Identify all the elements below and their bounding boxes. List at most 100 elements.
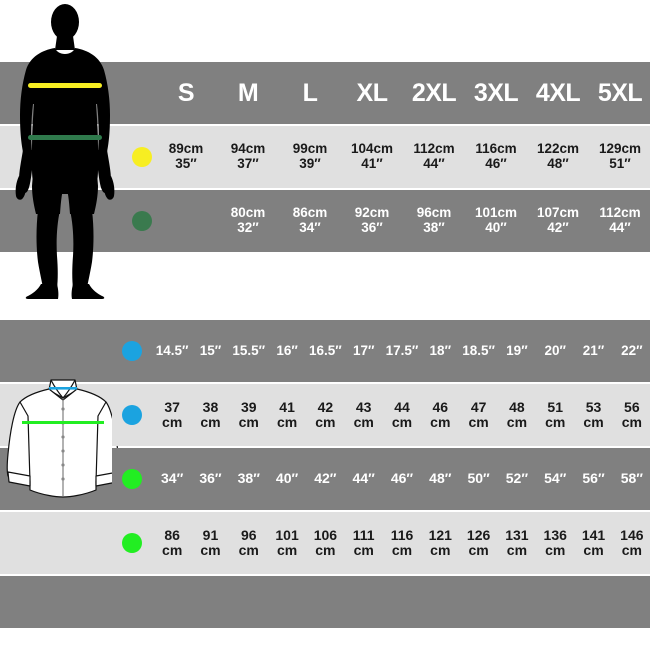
measurement-cell: 36″: [192, 448, 229, 510]
measurement-cell: 54″: [537, 448, 574, 510]
measurement-inch: 44″: [609, 220, 631, 235]
measurement-value: 44: [394, 398, 410, 415]
measurement-cm: 94cm: [230, 141, 266, 157]
measurement-value: 136: [543, 526, 567, 543]
measurement-value: 121: [428, 526, 452, 543]
footer-cell: [575, 576, 612, 628]
measurement-unit: cm: [545, 414, 566, 430]
measurement-value: 96: [240, 526, 257, 543]
measurement-value: 42: [317, 398, 334, 415]
measurement-value: 101: [275, 526, 299, 543]
collar-header-cell: 16″: [268, 320, 306, 382]
measurement-value: 131: [505, 526, 529, 543]
measurement-unit: cm: [353, 414, 374, 430]
measurement-unit: cm: [545, 542, 566, 558]
measurement-cell: 53 cm: [575, 384, 612, 446]
collar-header-cell: 17″: [345, 320, 382, 382]
measurement-cell: 46 cm: [422, 384, 459, 446]
measurement-unit: cm: [506, 414, 528, 430]
measurement-value: 47: [470, 398, 487, 415]
measurement-cm: 96cm: [416, 205, 452, 221]
measurement-cell: 44″: [345, 448, 382, 510]
measurement-cell: 58″: [613, 448, 650, 510]
measurement-cell: 86cm 34″: [280, 190, 340, 252]
measurement-inch: 41″: [361, 156, 383, 171]
measurement-cell: 50″: [460, 448, 497, 510]
measurement-cell: 107cm 42″: [528, 190, 588, 252]
measurement-cell: 41 cm: [268, 384, 306, 446]
body-measurements-table: S M L XL 2XL 3XL 4XL 5XL 89cm 35″ 94cm 37″ 99cm 39″ 10…: [130, 62, 650, 252]
measurement-value: 38″: [237, 470, 260, 487]
measurement-cm: 92cm: [354, 205, 390, 221]
bottom-footer-grid: [112, 576, 650, 628]
measurement-unit: cm: [583, 414, 604, 430]
size-header-s: S: [156, 62, 216, 124]
measurement-cell: 131 cm: [498, 512, 536, 574]
footer-cell: [307, 576, 344, 628]
measurement-cell: 116 cm: [383, 512, 421, 574]
measurement-cell: 38″: [230, 448, 267, 510]
measurement-cell: 129cm 51″: [590, 126, 650, 188]
long-sleeve-shirt-illustration: [4, 376, 122, 516]
measurement-value: 39: [240, 398, 257, 415]
measurement-inch: 35″: [175, 156, 197, 171]
measurement-cell: 89cm 35″: [156, 126, 216, 188]
size-header-m: M: [218, 62, 278, 124]
measurement-cell: 56 cm: [613, 384, 650, 446]
measurement-inch: 51″: [609, 156, 631, 171]
measurement-cell: 122cm 48″: [528, 126, 588, 188]
collar-marker-dot-cell: [112, 320, 152, 382]
measurement-value: 54″: [544, 470, 567, 487]
measurement-cell: 111 cm: [345, 512, 382, 574]
measurement-unit: cm: [200, 414, 221, 430]
measurement-cell: 101 cm: [268, 512, 306, 574]
measurement-cm: 107cm: [536, 205, 580, 221]
measurement-unit: cm: [315, 414, 336, 430]
collar-header-cell: 18″: [422, 320, 459, 382]
measurement-unit: cm: [353, 542, 374, 558]
footer-cell: [537, 576, 574, 628]
collar-measure-line: [49, 387, 77, 390]
measurement-value: 42″: [314, 470, 337, 487]
measurement-value: 43: [355, 398, 372, 415]
measurement-inch: 48″: [547, 156, 569, 171]
chest-marker-dot: [122, 533, 142, 553]
chest-marker-dot-cell: [130, 126, 154, 188]
measurement-value: 53: [585, 398, 602, 415]
shirt-measurements-table: 14.5″ 15″ 15.5″ 16″ 16.5″ 17″ 17.5″ 18″ 18.5″ 19″…: [112, 320, 650, 574]
measurement-cell: 37 cm: [154, 384, 191, 446]
collar-marker-dot-cell: [112, 384, 152, 446]
footer-cell: [345, 576, 382, 628]
measurement-inch: 34″: [299, 220, 321, 235]
measurement-cell: 42 cm: [307, 384, 344, 446]
measurement-cell: 56″: [575, 448, 612, 510]
measurement-cell: 48 cm: [498, 384, 536, 446]
measurement-unit: cm: [391, 414, 413, 430]
measurement-inch: 46″: [485, 156, 507, 171]
collar-header-cell: 15.5″: [230, 320, 267, 382]
measurement-unit: cm: [238, 542, 259, 558]
measurement-value: 37: [164, 398, 180, 415]
measurement-value: 141: [581, 526, 606, 543]
collar-header-cell: 21″: [575, 320, 612, 382]
measurement-cell: 51 cm: [537, 384, 574, 446]
measurement-value: 126: [466, 526, 491, 543]
measurement-cell: 146 cm: [613, 512, 650, 574]
measurement-unit: cm: [621, 414, 642, 430]
measurement-cm: 99cm: [292, 141, 328, 157]
waist-measure-line: [28, 135, 102, 140]
measurement-value: 46″: [390, 470, 414, 487]
measurement-cm: 122cm: [536, 141, 580, 157]
measurement-inch: 44″: [423, 156, 445, 171]
collar-marker-dot: [122, 405, 142, 425]
measurement-value: 41: [279, 398, 295, 415]
measurement-inch: 39″: [299, 156, 321, 171]
measurement-cm: 112cm: [599, 205, 641, 221]
size-header-2xl: 2XL: [404, 62, 464, 124]
waist-marker-dot-cell: [130, 190, 154, 252]
measurement-cell: 46″: [383, 448, 421, 510]
measurement-value: 111: [352, 526, 375, 543]
measurement-inch: 42″: [547, 220, 569, 235]
measurement-inch: 36″: [361, 220, 383, 235]
measurement-unit: cm: [276, 542, 298, 558]
